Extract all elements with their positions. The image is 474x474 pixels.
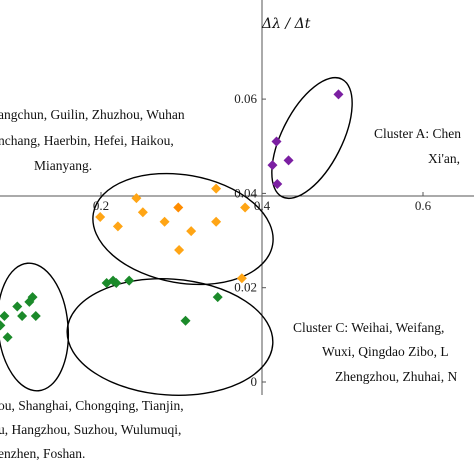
axis-ticks: 0.2 0.4 0.600.020.040.06 [93, 91, 432, 389]
y-tick-label: 0.06 [234, 91, 257, 106]
x-tick-label: 0.4 [254, 198, 271, 213]
annotation-line: Xi'an, [428, 151, 460, 166]
y-axis-label: Δλ / Δt [261, 16, 311, 32]
data-point [0, 310, 10, 321]
data-point [17, 310, 28, 321]
data-point [212, 292, 223, 303]
data-point [111, 277, 122, 288]
y-tick-label: 0.02 [234, 280, 257, 295]
annotation-line: ou, Shanghai, Chongqing, Tianjin, [0, 398, 184, 413]
data-point [124, 275, 135, 286]
annotation-line: enzhen, Foshan. [0, 446, 85, 461]
data-point [173, 202, 184, 213]
data-point [159, 216, 170, 227]
data-point [211, 183, 222, 194]
data-point [30, 310, 41, 321]
data-point [271, 136, 282, 147]
annotation-line: Cluster A: Chen [374, 126, 461, 141]
data-point [240, 202, 251, 213]
annotation-line: u, Hangzhou, Suzhou, Wulumuqi, [0, 422, 181, 437]
annotation-bottom-left: ou, Shanghai, Chongqing, Tianjin, u, Han… [0, 398, 184, 461]
data-point [112, 221, 123, 232]
data-points [0, 89, 344, 343]
data-point [0, 320, 6, 331]
data-point [267, 160, 278, 171]
cluster-cyan-ellipse [0, 262, 70, 392]
annotation-line: nchang, Haerbin, Hefei, Haikou, [0, 133, 174, 148]
y-tick-label: 0.04 [234, 185, 257, 200]
data-point [137, 207, 148, 218]
data-point [180, 315, 191, 326]
y-tick-label: 0 [251, 374, 258, 389]
annotation-line: Zhengzhou, Zhuhai, N [335, 369, 457, 384]
annotation-cluster-c: Cluster C: Weihai, Weifang, Wuxi, Qingda… [293, 320, 457, 384]
annotation-line: Wuxi, Qingdao Zibo, L [322, 344, 449, 359]
data-point [174, 244, 185, 255]
data-point [2, 332, 13, 343]
cluster-c-ellipse [66, 277, 274, 397]
annotation-line: Mianyang. [34, 158, 92, 173]
annotation-line: Cluster C: Weihai, Weifang, [293, 320, 444, 335]
data-point [131, 193, 142, 204]
data-point [283, 155, 294, 166]
annotation-line: angchun, Guilin, Zhuzhou, Wuhan [0, 107, 185, 122]
annotation-cluster-a: Cluster A: Chen Xi'an, [374, 126, 461, 166]
data-point [12, 301, 23, 312]
data-point [95, 211, 106, 222]
data-point [333, 89, 344, 100]
x-tick-label: 0.6 [415, 198, 432, 213]
cluster-b-ellipse [92, 172, 274, 286]
data-point [236, 273, 247, 284]
annotation-top-left: angchun, Guilin, Zhuzhou, Wuhan nchang, … [0, 107, 185, 173]
data-point [211, 216, 222, 227]
data-point [272, 178, 283, 189]
data-point [24, 296, 35, 307]
data-point [186, 226, 197, 237]
data-point [101, 277, 112, 288]
cluster-a-ellipse [271, 76, 353, 200]
